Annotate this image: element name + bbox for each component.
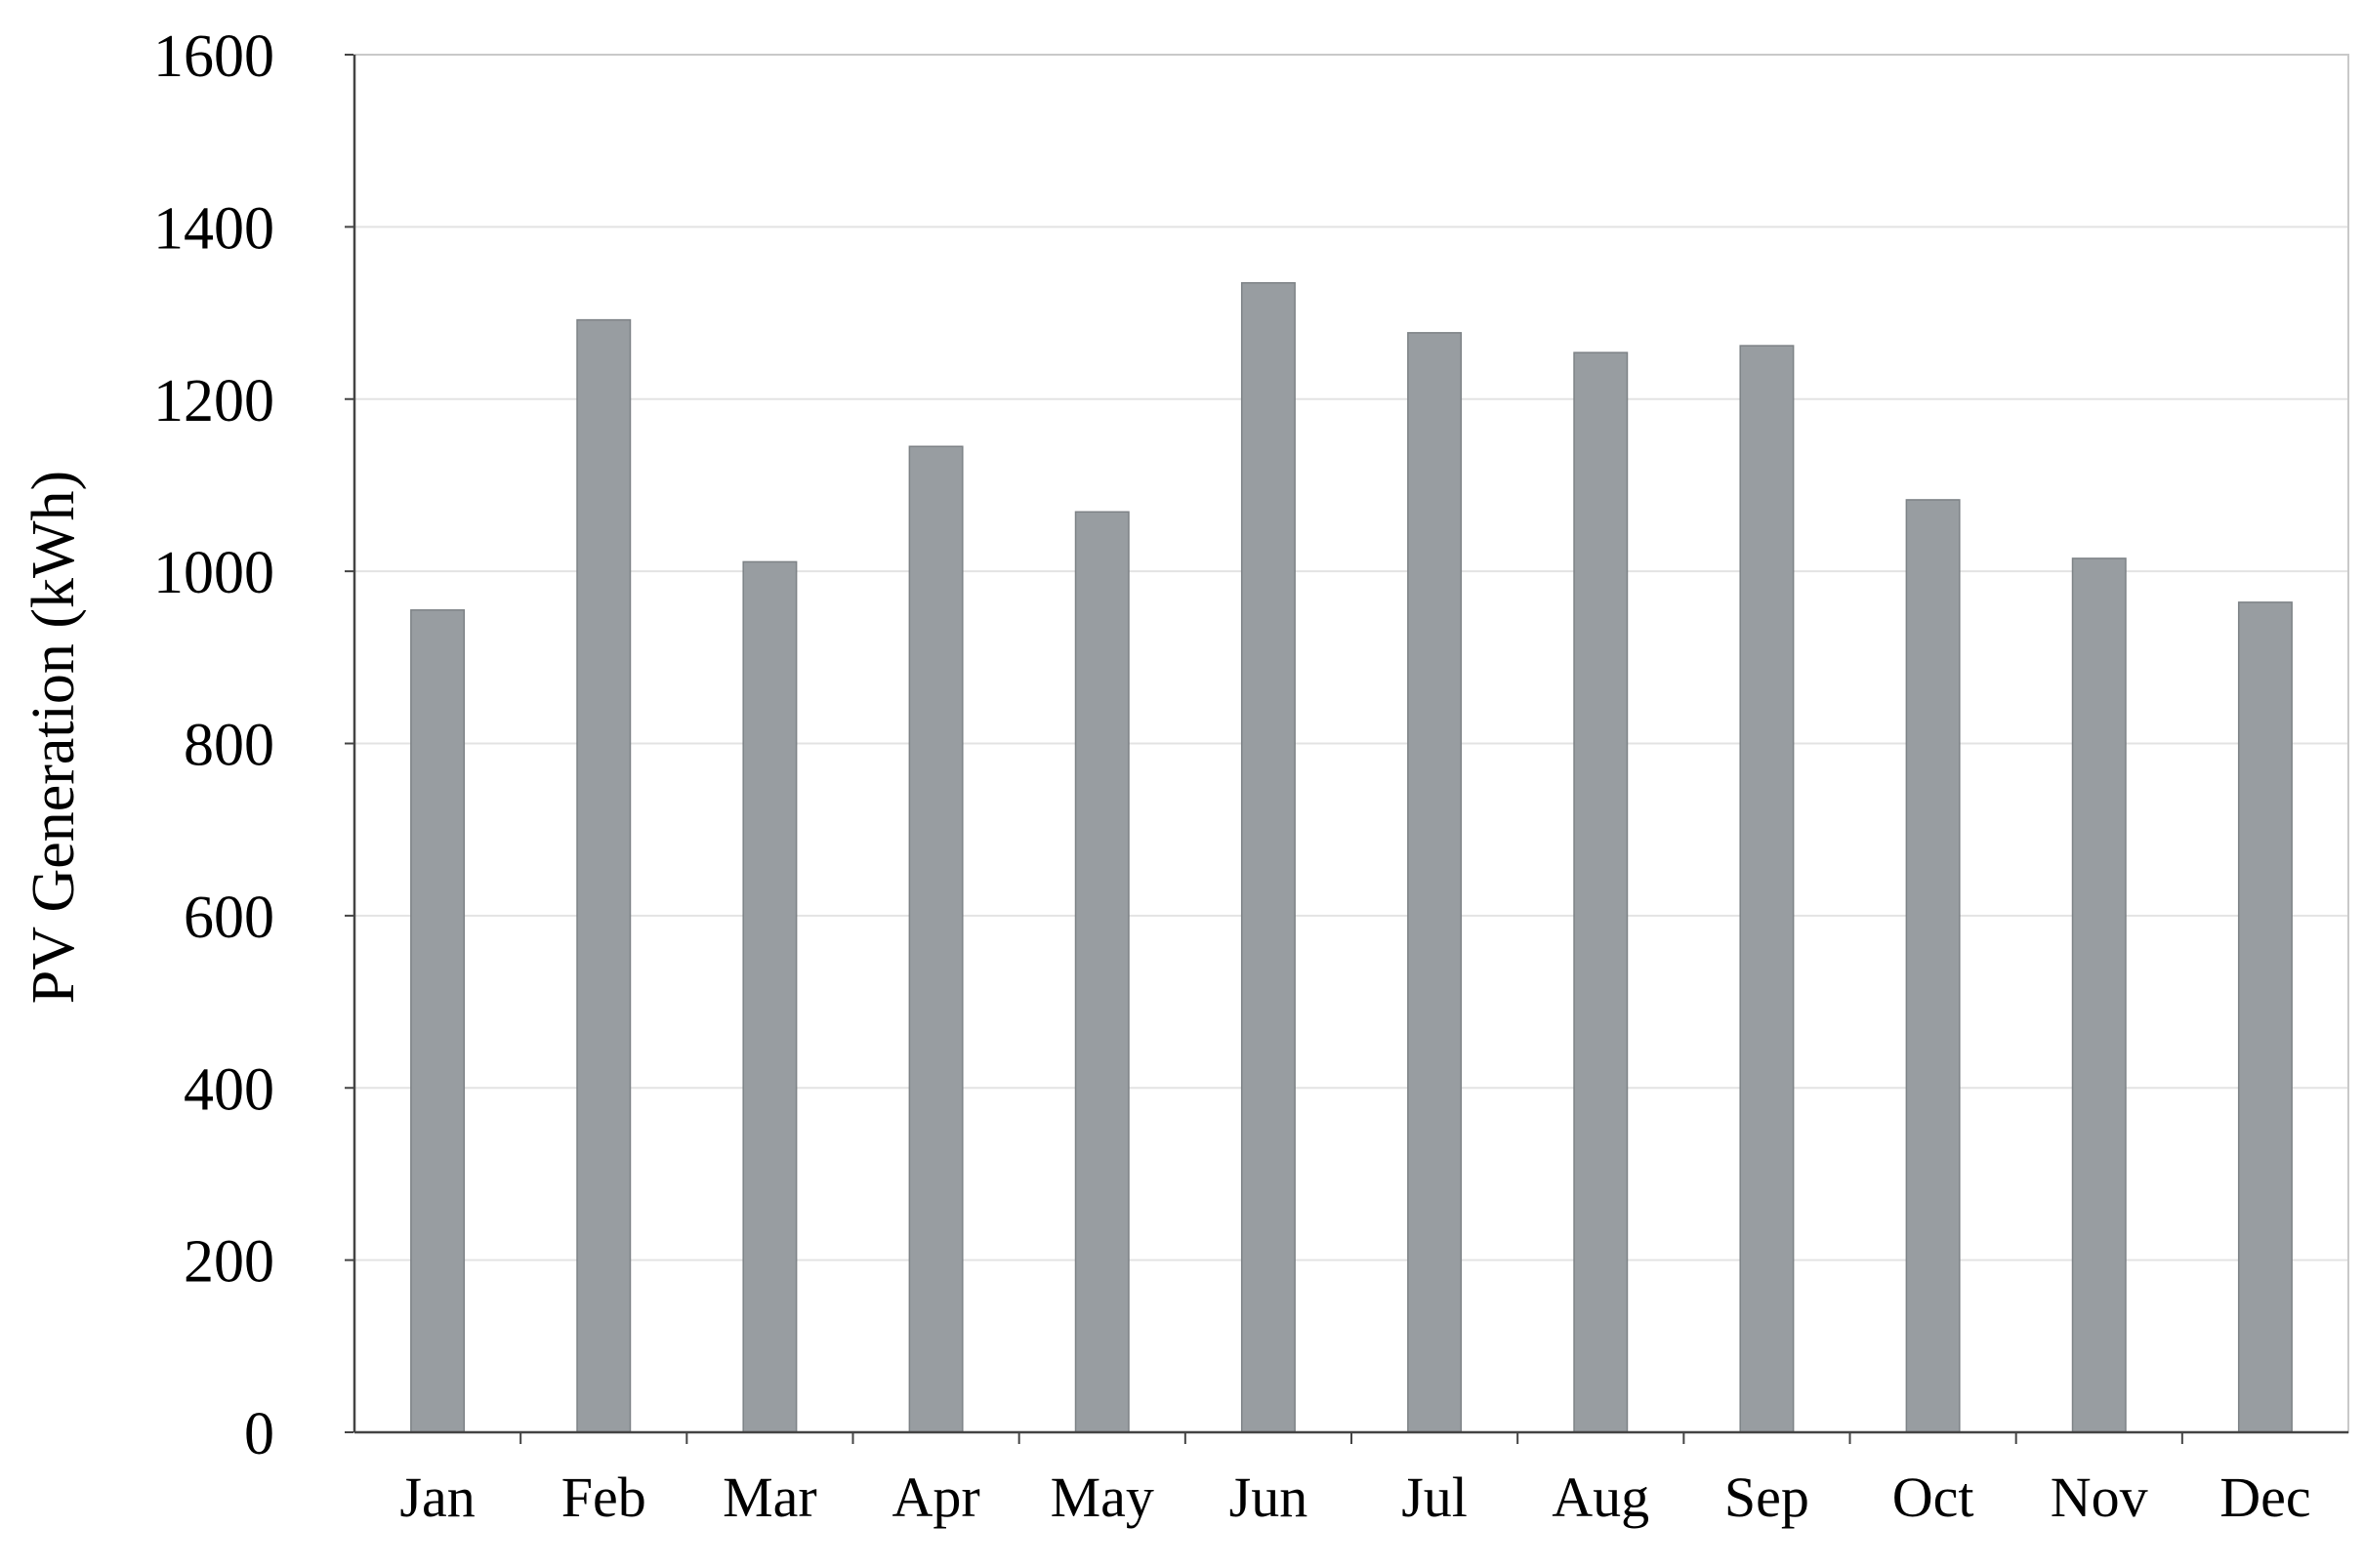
bar-jan	[410, 609, 466, 1433]
y-axis-label: PV Generation (kWh)	[21, 471, 87, 1004]
grid-layer	[354, 226, 2348, 1261]
x-tick-label-dec: Dec	[2219, 1465, 2310, 1529]
bar-mar	[742, 560, 798, 1433]
bar-may	[1074, 511, 1130, 1433]
x-tick-label-mar: Mar	[723, 1465, 817, 1529]
y-tick-label-600: 600	[184, 885, 274, 951]
y-tick-label-1600: 1600	[153, 23, 274, 90]
y-tick-labels: 0 200 400 600 800 1000 1200 1400 1600	[153, 23, 274, 1467]
bar-aug	[1573, 351, 1629, 1433]
bars-layer	[410, 281, 2293, 1433]
x-tick-label-jun: Jun	[1229, 1465, 1308, 1529]
bar-feb	[576, 318, 632, 1433]
bar-dec	[2237, 601, 2293, 1433]
x-tick-label-apr: Apr	[892, 1465, 979, 1529]
y-tick-label-1000: 1000	[153, 540, 274, 606]
x-tick-label-sep: Sep	[1724, 1465, 1809, 1529]
y-tick-label-1400: 1400	[153, 195, 274, 262]
bar-jun	[1240, 281, 1296, 1433]
x-tick-label-aug: Aug	[1552, 1465, 1649, 1529]
x-tick-labels: Jan Feb Mar Apr May Jun Jul Aug Sep Oct Nov Dec	[399, 1465, 2310, 1529]
y-tick-label-800: 800	[184, 713, 274, 779]
x-tick-label-feb: Feb	[561, 1465, 646, 1529]
x-tick-label-jul: Jul	[1401, 1465, 1468, 1529]
y-tick-label-0: 0	[244, 1401, 274, 1467]
bar-apr	[908, 445, 964, 1433]
y-tick-label-400: 400	[184, 1056, 274, 1123]
y-tick-label-200: 200	[184, 1229, 274, 1296]
x-tick-label-may: May	[1051, 1465, 1154, 1529]
axes-layer	[345, 54, 2349, 1444]
x-tick-label-jan: Jan	[399, 1465, 475, 1529]
x-tick-label-oct: Oct	[1892, 1465, 1974, 1529]
y-tick-label-1200: 1200	[153, 368, 274, 434]
bar-jul	[1407, 332, 1463, 1433]
bar-sep	[1739, 345, 1795, 1433]
bar-oct	[1905, 499, 1961, 1433]
bar-nov	[2071, 557, 2127, 1433]
x-tick-label-nov: Nov	[2051, 1465, 2148, 1529]
